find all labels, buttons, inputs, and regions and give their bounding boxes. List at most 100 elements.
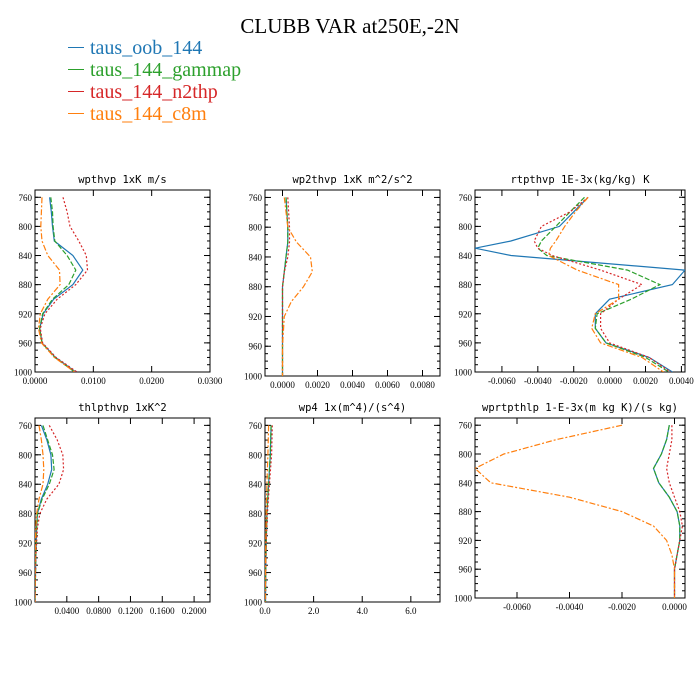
legend-item: taus_144_c8m bbox=[68, 103, 241, 125]
y-tick-label: 1000 bbox=[454, 594, 473, 604]
figure-title: CLUBB VAR at250E,-2N bbox=[240, 14, 460, 38]
x-tick-label: 0.0300 bbox=[198, 376, 223, 386]
y-tick-label: 800 bbox=[19, 450, 33, 460]
x-tick-label: 6.0 bbox=[405, 606, 417, 616]
series-line-taus_144_c8m bbox=[475, 424, 676, 598]
x-tick-label: 0.0020 bbox=[305, 380, 330, 390]
y-tick-label: 880 bbox=[19, 509, 33, 519]
y-tick-label: 760 bbox=[19, 193, 33, 203]
y-tick-label: 800 bbox=[249, 450, 263, 460]
panel-2: wp2thvp 1xK m^2/s^2 760 800 840 880 920 960 100… bbox=[244, 174, 441, 390]
x-tick-label: 0.0800 bbox=[86, 606, 111, 616]
panel-frame bbox=[264, 189, 441, 377]
legend-swatch bbox=[68, 112, 84, 114]
panel-3: rtpthvp 1E-3x(kg/kg) K 760 800 840 880 920 960… bbox=[454, 174, 694, 386]
x-tick-label: -0.0020 bbox=[560, 376, 588, 386]
y-tick-label: 920 bbox=[459, 536, 473, 546]
y-tick-label: 960 bbox=[459, 565, 473, 575]
series-line-taus_144_gammap bbox=[652, 425, 681, 598]
y-tick-label: 800 bbox=[459, 450, 473, 460]
y-tick-label: 840 bbox=[19, 480, 33, 490]
panel-title: wp2thvp 1xK m^2/s^2 bbox=[292, 174, 412, 186]
y-tick-label: 920 bbox=[249, 539, 263, 549]
x-tick-label: 0.2000 bbox=[182, 606, 207, 616]
x-tick-label: 0.0060 bbox=[375, 380, 400, 390]
series-line-taus_144_n2thp bbox=[665, 425, 684, 598]
y-tick-label: 800 bbox=[249, 223, 263, 233]
panel-title: wprtpthlp 1-E-3x(m kg K)/(s kg) bbox=[482, 402, 678, 414]
y-tick-label: 920 bbox=[459, 309, 473, 319]
x-tick-label: 0.0200 bbox=[139, 376, 164, 386]
y-tick-label: 880 bbox=[459, 507, 473, 517]
x-tick-label: 0.0080 bbox=[410, 380, 435, 390]
y-tick-label: 760 bbox=[19, 421, 33, 431]
y-tick-label: 960 bbox=[19, 338, 33, 348]
y-tick-label: 760 bbox=[459, 193, 473, 203]
y-tick-label: 760 bbox=[249, 421, 263, 431]
panel-frame bbox=[474, 417, 686, 599]
y-tick-label: 1000 bbox=[14, 598, 33, 608]
x-tick-label: 0.0 bbox=[259, 606, 271, 616]
x-tick-label: 0.1200 bbox=[118, 606, 143, 616]
y-tick-label: 960 bbox=[249, 568, 263, 578]
legend-item: taus_144_gammap bbox=[68, 59, 241, 81]
series-line-taus_144_n2thp bbox=[281, 197, 291, 376]
series-line-taus_144_c8m bbox=[37, 197, 76, 372]
x-tick-label: 0.0400 bbox=[54, 606, 79, 616]
panel-frame bbox=[34, 417, 211, 603]
y-tick-label: 840 bbox=[459, 251, 473, 261]
series-line-taus_144_n2thp bbox=[39, 197, 89, 372]
x-tick-label: -0.0040 bbox=[556, 602, 584, 612]
y-tick-label: 880 bbox=[19, 280, 33, 290]
y-tick-label: 1000 bbox=[244, 372, 263, 382]
x-tick-label: 0.0040 bbox=[669, 376, 694, 386]
x-tick-label: 0.0000 bbox=[662, 602, 687, 612]
series-line-taus_144_c8m bbox=[281, 197, 313, 376]
series-line-taus_144_c8m bbox=[265, 425, 270, 602]
y-tick-label: 840 bbox=[19, 251, 33, 261]
y-tick-label: 920 bbox=[19, 539, 33, 549]
x-tick-label: 0.0020 bbox=[633, 376, 658, 386]
x-tick-label: 0.0040 bbox=[340, 380, 365, 390]
x-tick-label: 0.1600 bbox=[150, 606, 175, 616]
panel-frame bbox=[264, 417, 441, 603]
x-tick-label: -0.0060 bbox=[488, 376, 516, 386]
x-tick-label: 0.0000 bbox=[23, 376, 48, 386]
panel-title: thlpthvp 1xK^2 bbox=[78, 402, 167, 414]
panel-title: wp4 1x(m^4)/(s^4) bbox=[299, 402, 406, 414]
y-tick-label: 920 bbox=[249, 312, 263, 322]
y-tick-label: 840 bbox=[459, 478, 473, 488]
x-tick-label: 0.0000 bbox=[270, 380, 295, 390]
y-tick-label: 920 bbox=[19, 309, 33, 319]
y-tick-label: 960 bbox=[249, 342, 263, 352]
legend-label: taus_oob_144 bbox=[90, 37, 203, 59]
panel-frame bbox=[474, 189, 686, 373]
y-tick-label: 840 bbox=[249, 252, 263, 262]
series-line-taus_oob_144 bbox=[475, 196, 685, 372]
x-tick-label: -0.0060 bbox=[503, 602, 531, 612]
panel-title: rtpthvp 1E-3x(kg/kg) K bbox=[510, 174, 650, 186]
y-tick-label: 960 bbox=[19, 568, 33, 578]
legend-item: taus_144_n2thp bbox=[68, 81, 241, 103]
legend-swatch bbox=[68, 68, 84, 70]
x-tick-label: -0.0040 bbox=[524, 376, 552, 386]
y-tick-label: 880 bbox=[249, 282, 263, 292]
panel-4: thlpthvp 1xK^2 760 800 840 880 920 960 1000 0.04… bbox=[14, 402, 211, 616]
series-line-taus_oob_144 bbox=[652, 425, 681, 598]
legend-label: taus_144_gammap bbox=[90, 59, 242, 81]
panel-1: wpthvp 1xK m/s 760 800 840 880 920 960 10000.00… bbox=[14, 174, 223, 386]
y-tick-label: 880 bbox=[249, 509, 263, 519]
x-tick-label: -0.0020 bbox=[608, 602, 636, 612]
x-tick-label: 2.0 bbox=[308, 606, 320, 616]
panel-6: wprtpthlp 1-E-3x(m kg K)/(s kg) 760 800 840… bbox=[454, 402, 687, 612]
series-line-taus_144_n2thp bbox=[533, 196, 671, 372]
x-tick-label: 0.0000 bbox=[597, 376, 622, 386]
legend-swatch bbox=[68, 90, 84, 92]
x-tick-label: 4.0 bbox=[357, 606, 369, 616]
series-line-taus_144_c8m bbox=[547, 196, 664, 372]
panel-title: wpthvp 1xK m/s bbox=[78, 174, 167, 186]
panel-frame bbox=[34, 189, 211, 373]
y-tick-label: 840 bbox=[249, 480, 263, 490]
legend-label: taus_144_n2thp bbox=[90, 81, 218, 103]
